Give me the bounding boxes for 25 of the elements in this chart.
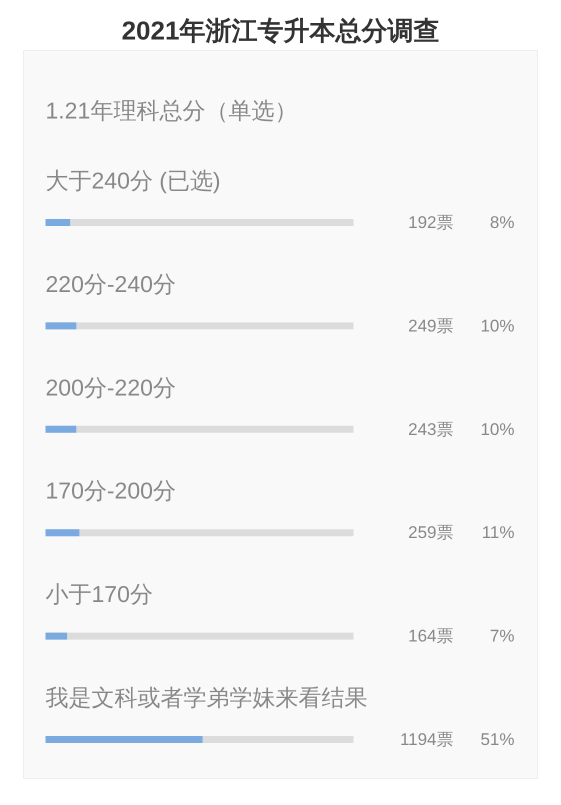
bar: [46, 322, 76, 330]
y-tick-label: 200分-220分: [46, 374, 176, 400]
data-label: 7%: [490, 626, 515, 646]
text: 243票: [408, 420, 454, 439]
bar: [46, 632, 68, 640]
data-label: 10%: [480, 420, 515, 439]
bar: [46, 219, 70, 226]
bar: [46, 529, 80, 536]
y-tick-label: 170分-200分: [46, 478, 176, 504]
text: 164票: [408, 626, 454, 646]
chart-title: 2021年浙江专升本总分调查: [122, 16, 440, 46]
y-tick-label: 我是文科或者学弟学妹来看结果: [46, 684, 368, 710]
data-label: 11%: [482, 523, 514, 542]
data-label: 10%: [480, 316, 515, 336]
text: 1194票: [400, 730, 454, 749]
y-tick-label: 220分-240分: [46, 270, 176, 297]
y-tick-label: 小于170分: [46, 581, 153, 608]
chart-subtitle: 1.21年理科总分（单选）: [46, 98, 298, 124]
data-label: 51%: [480, 730, 515, 749]
data-label: 8%: [490, 213, 515, 232]
y-tick-label: 大于240分 (已选): [46, 168, 221, 194]
text: 249票: [408, 316, 454, 336]
text: 259票: [408, 523, 454, 542]
text: 192票: [408, 213, 454, 232]
bar: [46, 426, 76, 433]
